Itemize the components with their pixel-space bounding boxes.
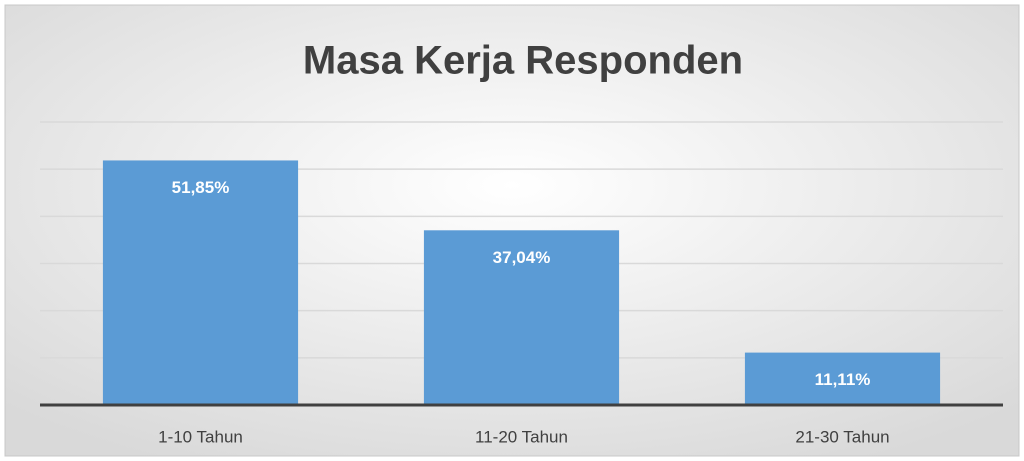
x-tick-label: 11-20 Tahun — [475, 427, 568, 446]
chart-title: Masa Kerja Responden — [303, 39, 743, 83]
x-tick-label: 1-10 Tahun — [158, 427, 243, 446]
bar — [744, 352, 941, 405]
bar — [423, 230, 620, 405]
bar — [102, 160, 299, 405]
data-label: 11,11% — [815, 370, 871, 389]
data-label: 51,85% — [172, 178, 230, 197]
data-label: 37,04% — [493, 248, 551, 267]
x-tick-label: 21-30 Tahun — [795, 427, 889, 446]
